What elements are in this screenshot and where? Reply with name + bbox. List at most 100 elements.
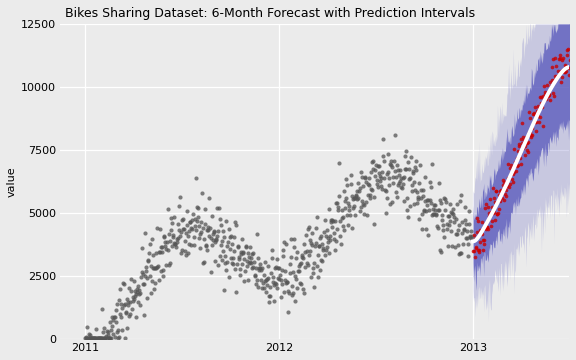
Point (320, 253, 329, 258)
Point (226, 246, 235, 252)
Point (401, 148, 411, 154)
Point (177, 250, 186, 256)
Point (449, 206, 458, 212)
Point (537, 104, 547, 110)
Point (164, 231, 173, 237)
Point (461, 235, 471, 241)
Point (221, 267, 230, 273)
Point (152, 225, 161, 231)
Point (236, 272, 245, 278)
Point (494, 206, 503, 212)
Point (446, 210, 456, 215)
Point (199, 236, 209, 242)
Point (353, 188, 362, 194)
Point (555, 53, 564, 58)
Point (300, 291, 309, 296)
Point (547, 77, 556, 83)
Point (511, 159, 520, 165)
Point (251, 265, 260, 271)
Point (239, 249, 248, 255)
Point (93, 335, 102, 341)
Point (355, 185, 365, 191)
Point (425, 207, 434, 212)
Point (529, 111, 539, 117)
Point (332, 201, 341, 206)
Point (312, 214, 321, 220)
Point (255, 267, 264, 273)
Point (245, 260, 254, 266)
Point (252, 231, 262, 237)
Point (209, 231, 218, 237)
Point (153, 264, 162, 270)
Point (490, 209, 499, 215)
Point (176, 229, 185, 235)
Point (564, 65, 574, 71)
Point (287, 283, 296, 289)
Point (435, 198, 445, 203)
Point (336, 241, 346, 247)
Point (404, 166, 414, 172)
Point (141, 268, 150, 274)
Point (282, 280, 291, 286)
Point (521, 140, 530, 146)
Point (103, 335, 112, 341)
Point (251, 274, 260, 279)
Point (427, 200, 436, 206)
Point (450, 244, 460, 250)
Point (272, 265, 281, 270)
Point (85, 332, 94, 338)
Point (433, 223, 442, 229)
Point (542, 82, 551, 87)
Point (276, 294, 286, 300)
Point (412, 189, 422, 194)
Point (555, 55, 564, 60)
Point (286, 254, 295, 260)
Point (344, 222, 353, 228)
Point (233, 243, 242, 249)
Point (222, 218, 231, 224)
Point (307, 242, 316, 248)
Point (302, 260, 311, 266)
Point (411, 167, 420, 173)
Point (380, 158, 389, 164)
Point (418, 187, 427, 193)
Point (269, 298, 278, 304)
Point (507, 170, 516, 176)
Point (429, 211, 438, 217)
Point (111, 334, 120, 339)
Point (279, 289, 289, 295)
Point (300, 242, 309, 247)
Point (422, 226, 431, 232)
Point (483, 226, 492, 231)
Point (393, 167, 403, 173)
Point (349, 195, 358, 201)
Point (86, 335, 96, 341)
Point (158, 273, 168, 279)
Point (331, 247, 340, 253)
Point (183, 222, 192, 228)
Point (146, 263, 156, 269)
Point (547, 83, 556, 89)
Point (154, 278, 164, 283)
Point (532, 112, 541, 118)
Point (216, 242, 225, 248)
Point (407, 188, 416, 194)
Point (137, 274, 146, 280)
Point (423, 232, 433, 238)
Point (530, 119, 539, 125)
Point (301, 264, 310, 270)
Point (335, 218, 344, 224)
Point (168, 220, 177, 226)
Point (249, 259, 259, 265)
Point (280, 269, 289, 274)
Point (190, 216, 199, 222)
Point (342, 212, 351, 218)
Point (163, 248, 172, 253)
Point (409, 179, 418, 185)
Point (259, 280, 268, 286)
Point (407, 183, 416, 188)
Point (430, 202, 439, 208)
Point (469, 233, 479, 238)
Point (290, 273, 300, 279)
Point (358, 183, 367, 189)
